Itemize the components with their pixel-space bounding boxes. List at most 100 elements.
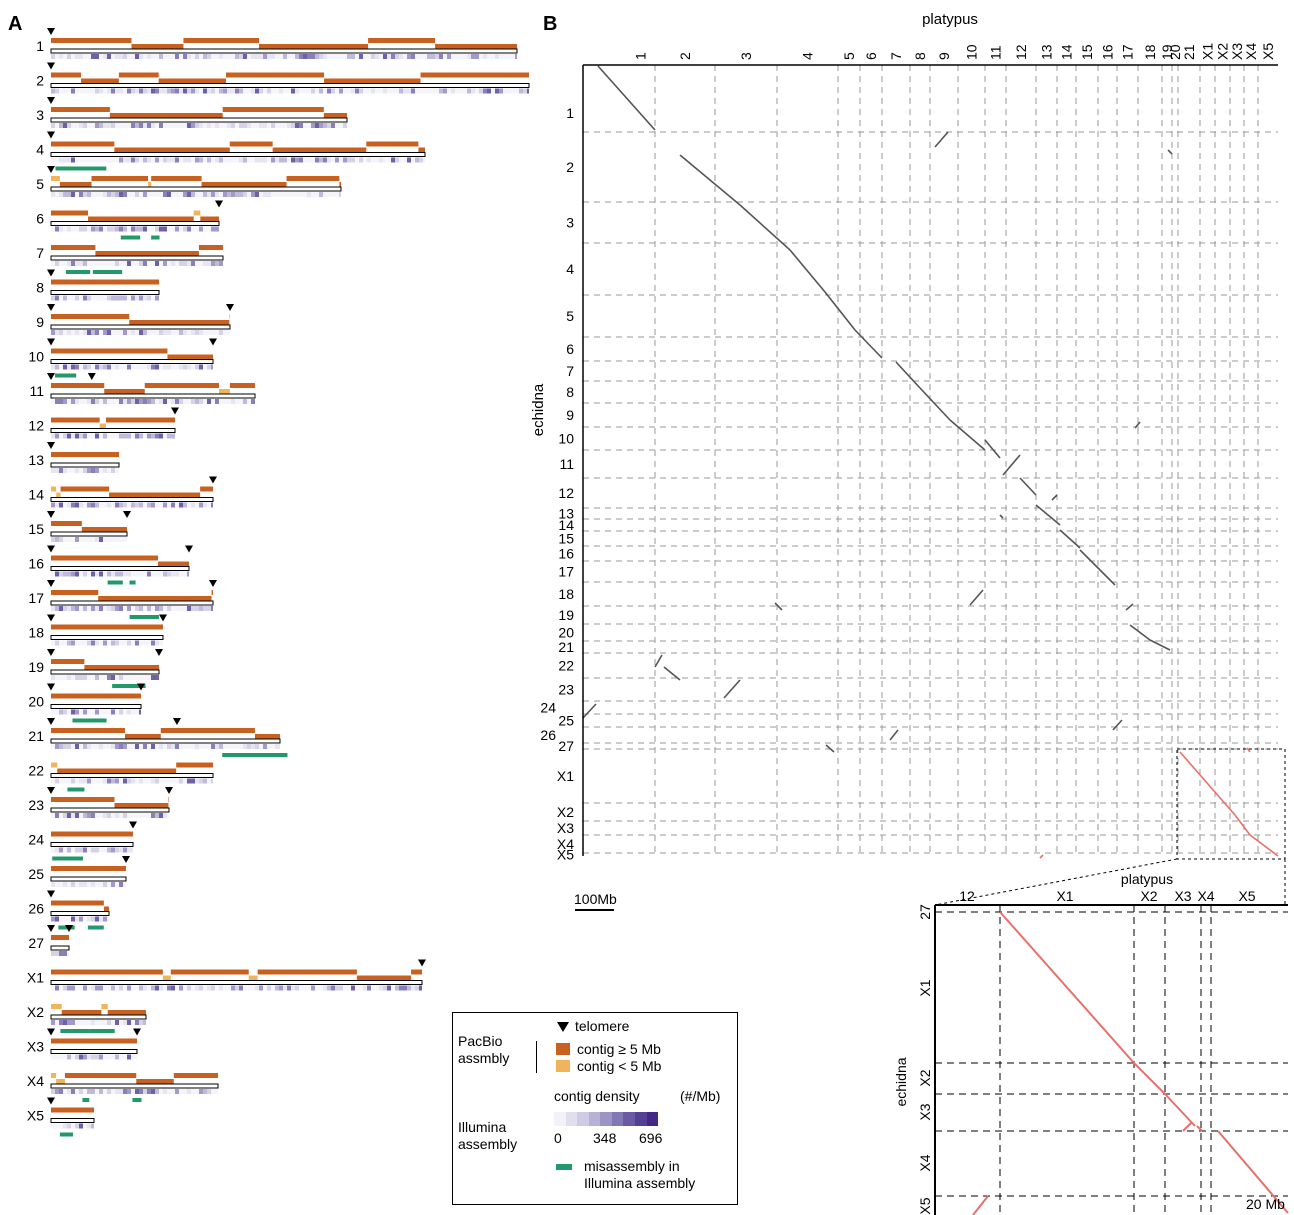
density-cell [159,744,163,749]
density-cell [99,88,103,94]
density-cell [75,537,79,542]
density-cell [155,364,159,370]
density-cell [171,744,175,749]
density-cell [79,882,83,887]
density-cell [63,1020,67,1025]
density-cell [303,192,307,197]
density-cell [255,985,259,991]
density-cell [91,571,95,577]
misassembly-mark [54,373,77,378]
density-cell [407,985,411,991]
density-cell [63,433,67,439]
density-cell [119,606,123,611]
density-cell [115,778,119,784]
density-cell [79,606,83,611]
density-cell [107,985,111,991]
density-cell [155,295,159,301]
alignment-segment [889,729,899,741]
density-cell [199,261,203,266]
density-cell [275,88,279,94]
density-cell [87,778,91,784]
density-cell [139,709,141,715]
x-tick-label: 12 [1013,44,1029,60]
misassembly-mark [129,615,159,619]
density-cell [55,468,59,473]
density-cell [131,709,135,715]
chromosome-label: 15 [28,521,44,537]
density-cell [171,399,175,404]
density-cell [83,192,87,197]
density-cell [135,192,139,197]
density-cell [403,985,407,991]
density-cell [103,537,107,542]
density-cell [159,778,163,784]
density-cell [267,192,271,197]
y-tick-label: 17 [558,564,574,580]
density-cell [251,744,255,749]
density-cell [71,640,75,646]
density-cell [267,157,271,163]
density-cell [175,502,179,508]
chromosome-bar [50,566,190,571]
density-cell [283,985,287,991]
misassembly-mark [107,580,123,585]
chromosome-label: X2 [27,1004,44,1020]
density-cell [87,606,91,611]
density-cell [191,364,195,370]
density-cell [179,502,183,508]
misassembly-mark [132,1098,142,1102]
density-cell [111,1054,115,1060]
density-cell [95,54,99,59]
inset-y-title: echidna [893,1057,909,1106]
density-cell [75,1054,79,1060]
density-cell [127,502,131,508]
contig-small [229,314,230,319]
contig-large [81,527,127,532]
density-cell [171,123,175,128]
density-cell [143,433,147,439]
inset-y-tick-label: X2 [917,1069,933,1086]
density-cell [83,330,87,335]
density-cell [75,433,79,439]
density-cell [395,157,399,163]
density-cell [79,468,83,473]
density-cell [59,192,63,197]
y-tick-label: 18 [558,586,574,602]
contig-large [257,969,357,975]
density-cell [75,916,79,922]
density-cell [283,54,287,59]
chromosome-label: 14 [28,487,44,503]
density-cell [183,123,187,128]
density-cell [311,157,315,163]
alignment-segment [582,703,597,719]
density-cell [331,123,335,128]
chromosome-track: X4 [27,1073,219,1102]
density-cell [251,985,255,991]
density-cell [339,54,343,59]
density-cell [91,226,95,232]
contig-large [51,417,100,423]
chromosome-track: 6 [36,200,223,240]
density-cell [211,778,213,784]
density-cell [79,192,83,197]
density-cell [219,123,223,128]
density-cell [99,640,103,646]
density-cell [91,192,95,197]
density-cell [51,157,55,163]
density-cell [199,606,203,611]
x-tick-label: 20 [1167,44,1183,60]
density-cell [123,226,127,232]
contig-small [51,486,57,492]
density-cell [315,192,319,197]
density-cell [91,157,95,163]
density-cell [155,433,159,439]
chromosome-label: 3 [36,107,44,123]
density-cell [143,88,147,94]
density-cell [131,330,135,335]
density-cell [111,54,115,59]
density-cell [151,985,155,991]
density-cell [79,778,83,784]
zoom-region-box [1176,748,1286,860]
density-cell [67,433,71,439]
density-cell [155,502,159,508]
